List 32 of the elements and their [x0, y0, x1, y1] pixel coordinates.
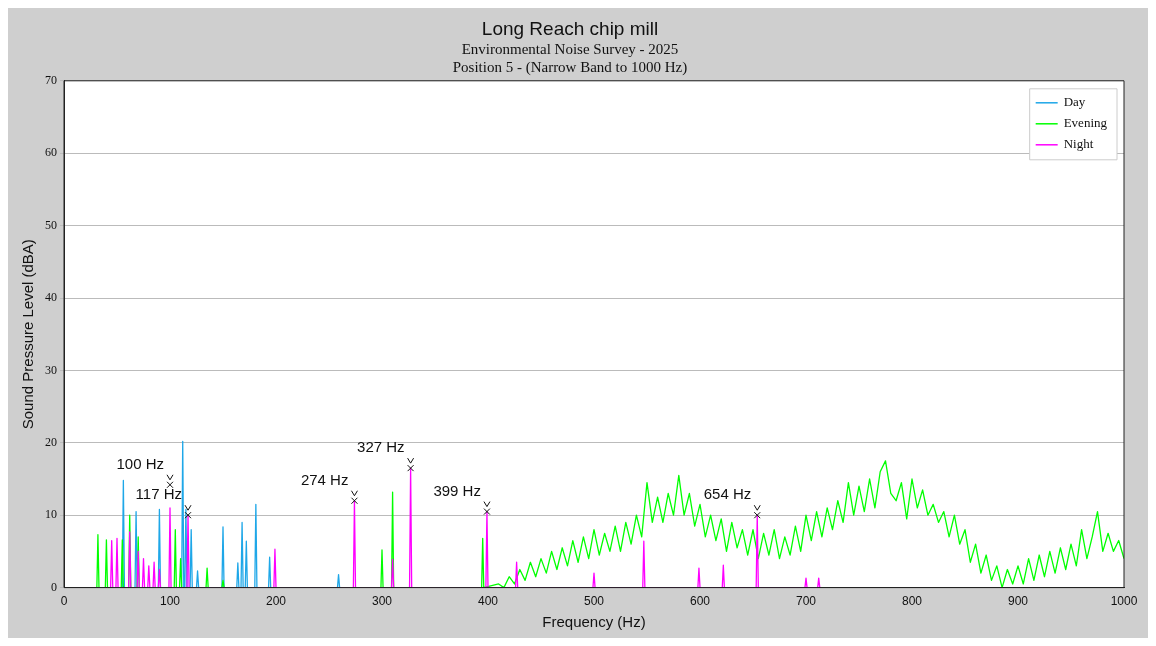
annotation: 399 Hz — [433, 481, 481, 499]
x-tick-label: 800 — [901, 594, 923, 609]
x-tick-label: 500 — [583, 594, 605, 609]
x-tick-label: 300 — [371, 594, 393, 609]
y-tick-label: 60 — [45, 145, 57, 160]
annotation: 327 Hz — [357, 438, 405, 456]
legend-label: Evening — [1063, 115, 1108, 131]
y-tick-label: 40 — [45, 290, 57, 305]
chart-title: Long Reach chip mill — [481, 17, 659, 39]
y-tick-label: 50 — [45, 217, 57, 232]
y-tick-label: 70 — [45, 72, 57, 87]
y-tick-label: 0 — [51, 579, 57, 594]
y-tick-label: 20 — [45, 434, 57, 449]
legend-label: Day — [1063, 94, 1086, 110]
legend-label: Night — [1063, 136, 1094, 152]
x-tick-label: 0 — [60, 594, 68, 609]
chart-subtitle: Environmental Noise Survey - 2025 Position 5 - (Narrow Band to 1000 Hz) — [452, 40, 688, 76]
y-axis-title: Sound Pressure Level (dBA) — [19, 239, 37, 430]
x-tick-label: 900 — [1007, 594, 1029, 609]
y-tick-label: 10 — [45, 507, 57, 522]
x-tick-label: 700 — [795, 594, 817, 609]
x-tick-label: 400 — [477, 594, 499, 609]
x-tick-label: 1000 — [1110, 594, 1138, 609]
x-axis-title: Frequency (Hz) — [542, 613, 646, 631]
annotation: 274 Hz — [300, 470, 349, 488]
annotation: 654 Hz — [703, 485, 752, 503]
annotation: 100 Hz — [116, 454, 164, 472]
y-tick-label: 30 — [45, 362, 57, 377]
annotation: 117 Hz — [135, 485, 183, 503]
x-tick-label: 100 — [159, 594, 181, 609]
x-tick-label: 600 — [689, 594, 711, 609]
x-tick-label: 200 — [265, 594, 287, 609]
